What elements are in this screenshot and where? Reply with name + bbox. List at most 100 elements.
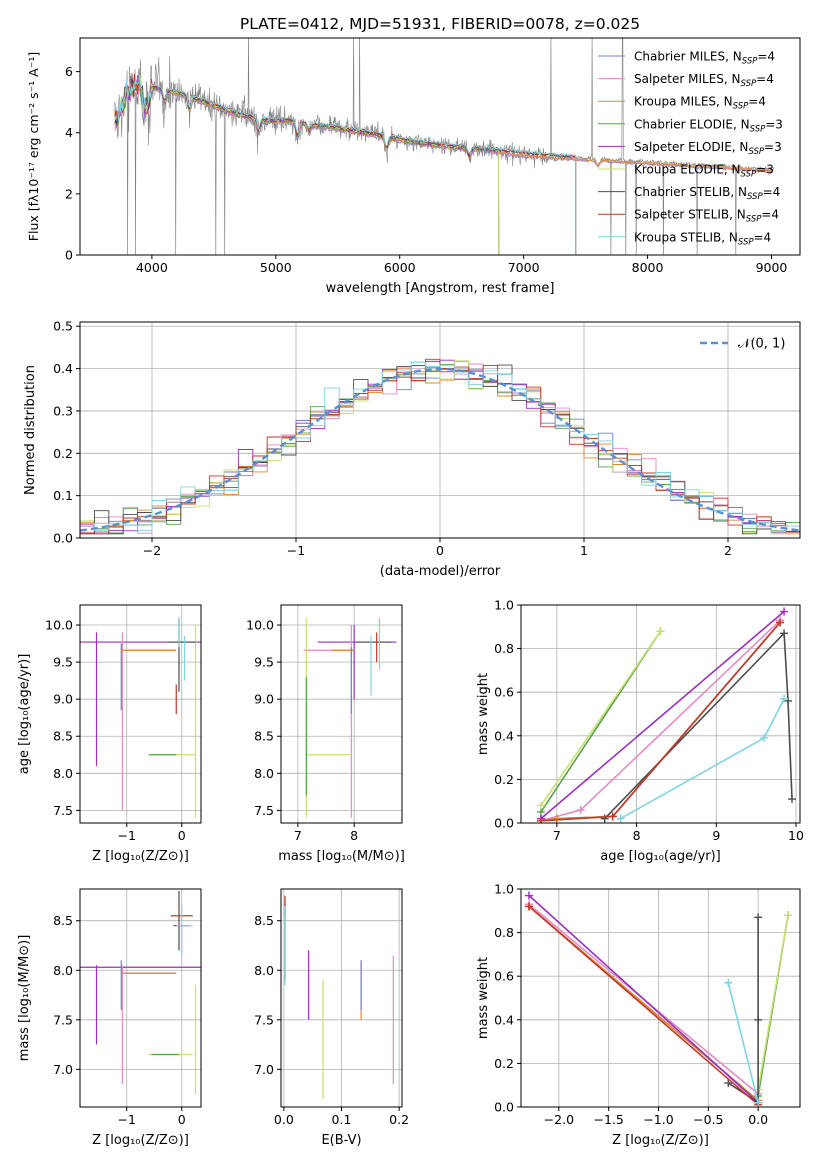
weight-marker-salpeter-miles bbox=[576, 805, 585, 814]
legend-label: Chabrier STELIB, NSSP=4 bbox=[634, 185, 780, 202]
plot-area bbox=[80, 358, 800, 535]
figure-title: PLATE=0412, MJD=51931, FIBERID=0078, z=0… bbox=[240, 15, 640, 33]
x-tick-label: −2 bbox=[143, 543, 161, 558]
x-tick-label: 4000 bbox=[136, 260, 168, 275]
y-axis-label: mass weight bbox=[476, 957, 491, 1039]
x-tick-label: 5000 bbox=[260, 260, 292, 275]
y-tick-label: 7.5 bbox=[254, 1012, 274, 1027]
y-tick-label: 9.0 bbox=[53, 692, 73, 707]
axes-frame bbox=[520, 604, 801, 824]
y-tick-label: 0.0 bbox=[494, 816, 514, 831]
weight-marker-salpeter-stelib bbox=[608, 812, 617, 821]
y-tick-label: 10.0 bbox=[246, 618, 274, 633]
panel-massweight-vs-age: 7 8 9 10 0.0 0.2 0.4 0.6 0.8 1.0 age [log₁₀(age/yr… bbox=[476, 598, 804, 865]
weight-line-kroupa-elodie bbox=[540, 630, 662, 807]
legend-label: Kroupa STELIB, NSSP=4 bbox=[634, 230, 771, 247]
weight-marker-chabrier-stelib bbox=[788, 795, 797, 804]
axes-frame bbox=[79, 604, 202, 824]
x-tick-label: 0.1 bbox=[332, 1112, 352, 1127]
axes-frame bbox=[520, 888, 801, 1108]
y-tick-label: 0.4 bbox=[494, 728, 514, 743]
weight-marker-kroupa-elodie bbox=[656, 627, 665, 636]
x-tick-label: 8000 bbox=[632, 260, 664, 275]
weight-marker-chabrier-stelib bbox=[780, 629, 789, 638]
gaussian-curve bbox=[80, 367, 800, 532]
panel-spectrum: 4000 5000 6000 7000 8000 9000 0 2 4 6 wavelength [… bbox=[26, 37, 801, 296]
model-spectrum-kroupa-stelib bbox=[114, 75, 577, 255]
weight-marker-salpeter-elodie bbox=[524, 891, 533, 900]
weight-line-chabrier-stelib bbox=[604, 631, 793, 820]
y-tick-label: 8.5 bbox=[254, 913, 274, 928]
plot-area bbox=[114, 38, 775, 255]
y-tick-label: 0.5 bbox=[53, 319, 73, 334]
x-tick-label: −2.0 bbox=[544, 1112, 574, 1127]
y-tick-label: 7.0 bbox=[53, 1062, 73, 1077]
x-axis-label: (data-model)/error bbox=[380, 564, 501, 579]
y-tick-label: 9.5 bbox=[254, 655, 274, 670]
y-axis-label: mass weight bbox=[476, 673, 491, 755]
panel-mass-vs-EBV: 0.0 0.1 0.2 7.0 7.5 8.0 8.5 E(B-V) bbox=[254, 888, 409, 1148]
y-tick-label: 10.0 bbox=[45, 618, 73, 633]
weight-marker-chabrier-stelib bbox=[754, 913, 763, 922]
legend-label: Kroupa ELODIE, NSSP=3 bbox=[634, 163, 774, 180]
plot-area bbox=[524, 891, 793, 1107]
x-tick-label: 7000 bbox=[508, 260, 540, 275]
plot-area bbox=[284, 895, 394, 1100]
weight-marker-kroupa-miles bbox=[552, 814, 561, 823]
model-spectrum-chabrier-elodie bbox=[114, 80, 500, 255]
legend-label-gaussian: 𝒩(0, 1) bbox=[738, 337, 785, 352]
y-tick-label: 7.5 bbox=[53, 803, 73, 818]
y-tick-label: 0.6 bbox=[494, 685, 514, 700]
weight-line-chabrier-stelib bbox=[727, 917, 759, 1105]
weight-line-kroupa-elodie bbox=[757, 915, 789, 1090]
y-tick-label: 0 bbox=[65, 248, 73, 263]
panel-age-vs-mass: 7 8 7.5 8.0 8.5 9.0 9.5 10.0 mass [log₁₀(M/M⊙)] bbox=[246, 604, 405, 864]
x-tick-label: 7 bbox=[553, 828, 561, 843]
y-axis-label: Flux [fλ10⁻¹⁷ erg cm⁻² s⁻¹ A⁻¹] bbox=[26, 52, 41, 241]
x-tick-label: 0.2 bbox=[389, 1112, 409, 1127]
y-tick-label: 0.2 bbox=[494, 1056, 514, 1071]
y-tick-label: 9.5 bbox=[53, 655, 73, 670]
y-tick-label: 0.0 bbox=[53, 531, 73, 546]
y-tick-label: 0.2 bbox=[494, 772, 514, 787]
y-tick-label: 0.4 bbox=[53, 361, 73, 376]
y-tick-label: 0.0 bbox=[494, 1100, 514, 1115]
y-tick-label: 7.0 bbox=[254, 1062, 274, 1077]
x-tick-label: 9000 bbox=[756, 260, 788, 275]
panel-age-vs-Z: −1 0 7.5 8.0 8.5 9.0 9.5 10.0 Z [log₁₀(Z/Z⊙)] age… bbox=[17, 604, 202, 864]
y-tick-label: 0.2 bbox=[53, 446, 73, 461]
weight-marker-kroupa-stelib bbox=[780, 694, 789, 703]
y-tick-label: 0.8 bbox=[494, 925, 514, 940]
y-tick-label: 0.6 bbox=[494, 969, 514, 984]
panel-mass-vs-Z: −1 0 7.0 7.5 8.0 8.5 Z [log₁₀(Z/Z⊙)] mass [log₁… bbox=[17, 888, 202, 1148]
x-axis-label: wavelength [Angstrom, rest frame] bbox=[326, 281, 555, 296]
x-tick-label: 2 bbox=[724, 543, 732, 558]
y-tick-label: 1.0 bbox=[494, 598, 514, 613]
x-tick-label: 10 bbox=[788, 828, 804, 843]
y-tick-label: 0.3 bbox=[53, 403, 73, 418]
x-axis-label: E(B-V) bbox=[321, 1133, 361, 1148]
weight-marker-kroupa-stelib bbox=[754, 1098, 763, 1107]
weight-marker-chabrier-stelib bbox=[754, 1015, 763, 1024]
x-tick-label: −1 bbox=[287, 543, 305, 558]
x-tick-label: −1.5 bbox=[594, 1112, 624, 1127]
panel-massweight-vs-Z: −2.0 −1.5 −1.0 −0.5 0.0 0.0 0.2 0.4 0.6 0.8 1.0 Z [… bbox=[476, 882, 801, 1148]
x-tick-label: 0.0 bbox=[274, 1112, 294, 1127]
y-tick-label: 0.8 bbox=[494, 641, 514, 656]
y-tick-label: 8.0 bbox=[254, 766, 274, 781]
x-tick-label: 7 bbox=[294, 828, 302, 843]
y-tick-label: 2 bbox=[65, 186, 73, 201]
y-tick-label: 0.4 bbox=[494, 1012, 514, 1027]
weight-marker-chabrier-stelib bbox=[600, 814, 609, 823]
y-tick-label: 8.5 bbox=[53, 913, 73, 928]
legend-label: Salpeter MILES, NSSP=4 bbox=[634, 72, 774, 89]
legend-label: Salpeter STELIB, NSSP=4 bbox=[634, 208, 779, 225]
x-tick-label: 6000 bbox=[384, 260, 416, 275]
legend-label: Kroupa MILES, NSSP=4 bbox=[634, 95, 766, 112]
plot-area bbox=[303, 617, 397, 818]
x-tick-label: 1 bbox=[580, 543, 588, 558]
weight-marker-salpeter-stelib bbox=[536, 816, 545, 823]
x-tick-label: 9 bbox=[712, 828, 720, 843]
y-axis-label: mass [log₁₀(M/M⊙)] bbox=[17, 935, 32, 1062]
